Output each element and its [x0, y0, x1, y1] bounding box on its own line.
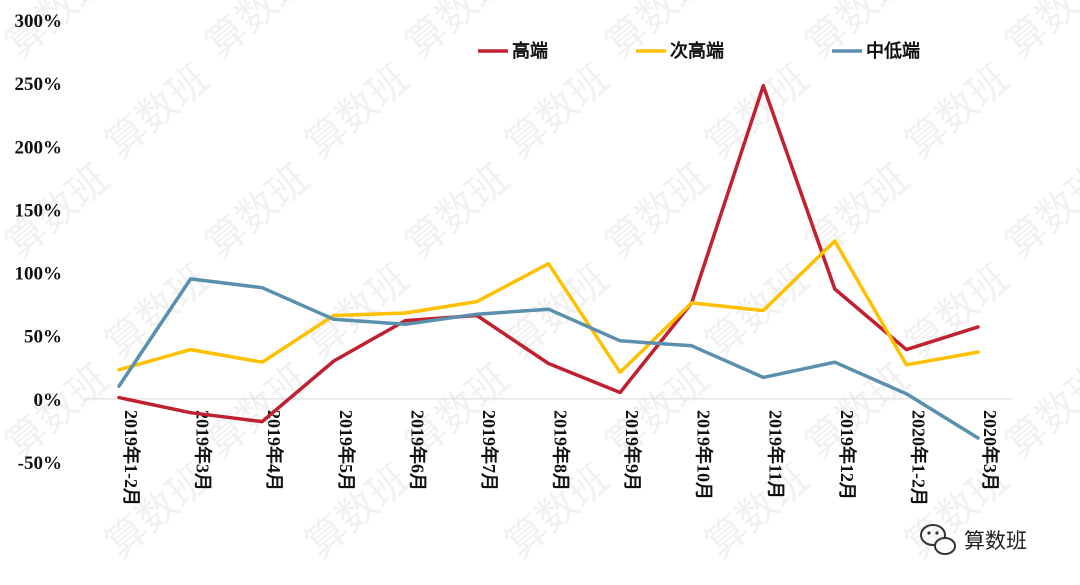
wechat-bubble-icon	[920, 524, 956, 555]
y-tick-label: 200%	[15, 137, 63, 158]
watermark-text: 算数班	[997, 155, 1080, 267]
legend: 高端 次高端 中低端	[478, 40, 920, 62]
x-tick-label: 2019年4月	[264, 410, 285, 491]
legend-label: 高端	[512, 40, 548, 62]
x-tick-label: 2019年6月	[407, 410, 428, 491]
y-tick-label: 150%	[15, 200, 63, 221]
x-tick-label: 2019年1-2月	[121, 410, 142, 506]
x-tick-label: 2019年3月	[193, 410, 214, 491]
watermark-text: 算数班	[997, 0, 1080, 68]
x-axis: 2019年1-2月 2019年3月 2019年4月 2019年5月 2019年6月 201…	[121, 410, 1001, 506]
watermark-text: 算数班	[797, 155, 918, 267]
x-tick-label: 2019年8月	[551, 410, 572, 491]
x-tick-label: 2019年5月	[336, 410, 357, 491]
watermark-text: 算数班	[297, 455, 418, 567]
y-tick-label: 300%	[15, 11, 63, 32]
watermark-text: 算数班	[397, 0, 518, 68]
y-tick-label: 50%	[24, 327, 62, 348]
x-tick-label: 2019年7月	[479, 410, 500, 491]
watermark-text: 算数班	[397, 155, 518, 267]
series-line-2	[117, 239, 980, 375]
watermark-text: 算数班	[197, 0, 318, 68]
watermark-text: 算数班	[597, 155, 718, 267]
brand-text: 算数班	[964, 529, 1027, 553]
watermark-text: 算数班	[497, 55, 618, 167]
x-tick-label: 2019年11月	[765, 410, 786, 499]
watermark-text: 算数班	[897, 55, 1018, 167]
x-tick-label: 2019年9月	[622, 410, 643, 491]
watermark-text: 算数班	[97, 55, 218, 167]
watermark-text: 算数班	[897, 255, 1018, 367]
legend-label: 次高端	[670, 40, 724, 62]
x-tick-label: 2019年12月	[837, 410, 858, 500]
series-layer	[117, 83, 980, 440]
brand-watermark: 算数班	[920, 524, 1027, 555]
watermark-text: 算数班	[997, 355, 1080, 467]
watermark-text: 算数班	[697, 455, 818, 567]
x-tick-label: 2019年10月	[694, 410, 715, 500]
legend-label: 中低端	[866, 40, 920, 62]
series-line-1	[117, 83, 980, 424]
y-tick-label: 100%	[15, 264, 63, 285]
y-tick-label: -50%	[18, 453, 62, 474]
watermark-text: 算数班	[0, 355, 118, 467]
series-line-3	[117, 277, 980, 440]
watermark-text: 算数班	[297, 55, 418, 167]
x-tick-label: 2020年3月	[980, 410, 1001, 491]
watermark-text: 算数班	[697, 55, 818, 167]
x-tick-label: 2020年1-2月	[908, 410, 929, 506]
y-tick-label: 250%	[15, 74, 63, 95]
y-tick-label: 0%	[34, 390, 63, 411]
y-axis: 300% 250% 200% 150% 100% 50% 0% -50%	[15, 11, 63, 474]
watermark-text: 算数班	[197, 355, 318, 467]
watermark-text: 算数班	[197, 155, 318, 267]
